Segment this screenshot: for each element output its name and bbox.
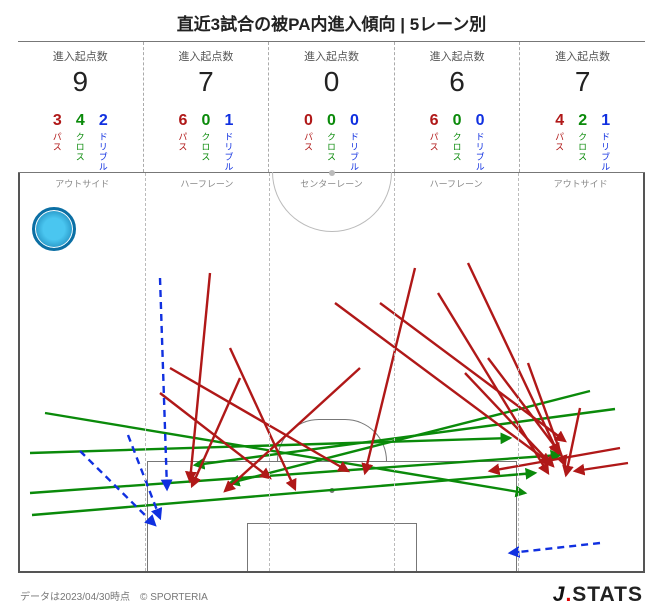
arrow-dribble bbox=[160, 278, 167, 489]
lane-breakdown: 3パス 4クロス 2ドリブル bbox=[51, 112, 110, 172]
lane-total: 0 bbox=[324, 66, 340, 98]
arrow-pass bbox=[380, 303, 565, 441]
arrow-dribble bbox=[510, 543, 600, 553]
breakdown-pass: 0パス bbox=[302, 112, 315, 172]
arrow-pass bbox=[566, 408, 580, 475]
breakdown-dribble: 1ドリブル bbox=[222, 112, 235, 172]
lane-label: アウトサイド bbox=[518, 177, 643, 190]
lane-stat: 進入起点数 9 3パス 4クロス 2ドリブル bbox=[18, 42, 144, 172]
lane-label: アウトサイド bbox=[20, 177, 145, 190]
breakdown-pass: 4パス bbox=[553, 112, 566, 172]
footer: データは2023/04/30時点 © SPORTERIA J.STATS bbox=[0, 583, 663, 607]
data-timestamp: データは2023/04/30時点 © SPORTERIA bbox=[20, 588, 208, 603]
lane-divider bbox=[518, 173, 519, 571]
arrow-pass bbox=[488, 358, 560, 453]
lane-breakdown: 6パス 0クロス 1ドリブル bbox=[176, 112, 235, 172]
arrow-pass bbox=[528, 363, 565, 465]
lane-divider bbox=[394, 173, 395, 571]
lane-total: 6 bbox=[449, 66, 465, 98]
arrow-pass bbox=[468, 263, 558, 453]
penalty-spot bbox=[329, 488, 334, 493]
center-spot bbox=[329, 170, 335, 176]
breakdown-cross: 0クロス bbox=[325, 112, 338, 172]
lane-divider bbox=[269, 173, 270, 571]
breakdown-dribble: 2ドリブル bbox=[97, 112, 110, 172]
lane-label: センターレーン bbox=[269, 177, 394, 190]
lane-metric-label: 進入起点数 bbox=[430, 48, 485, 64]
breakdown-pass: 6パス bbox=[176, 112, 189, 172]
lane-metric-label: 進入起点数 bbox=[53, 48, 108, 64]
jstats-logo: J.STATS bbox=[553, 583, 643, 607]
lane-stats-row: 進入起点数93パス4クロス2ドリブル進入起点数76パス0クロス1ドリブル進入起点… bbox=[18, 41, 645, 173]
lane-label: ハーフレーン bbox=[394, 177, 519, 190]
lane-stat: 進入起点数 0 0パス 0クロス 0ドリブル bbox=[269, 42, 395, 172]
breakdown-dribble: 0ドリブル bbox=[474, 112, 487, 172]
lane-breakdown: 4パス 2クロス 1ドリブル bbox=[553, 112, 612, 172]
lane-total: 9 bbox=[73, 66, 89, 98]
lane-metric-label: 進入起点数 bbox=[555, 48, 610, 64]
breakdown-cross: 0クロス bbox=[451, 112, 464, 172]
arrow-cross bbox=[195, 409, 615, 465]
arrow-pass bbox=[438, 293, 548, 473]
breakdown-dribble: 1ドリブル bbox=[599, 112, 612, 172]
breakdown-pass: 3パス bbox=[51, 112, 64, 172]
lane-stat: 進入起点数 7 6パス 0クロス 1ドリブル bbox=[144, 42, 270, 172]
lane-total: 7 bbox=[575, 66, 591, 98]
pitch: アウトサイドハーフレーンセンターレーンハーフレーンアウトサイド bbox=[18, 173, 645, 573]
penalty-arc bbox=[277, 419, 387, 461]
figure-root: 直近3試合の被PA内進入傾向 | 5レーン別 進入起点数 9 3パス 4クロス 2ドリブ… bbox=[0, 0, 663, 611]
breakdown-pass: 6パス bbox=[428, 112, 441, 172]
arrow-pass bbox=[190, 273, 210, 481]
breakdown-cross: 2クロス bbox=[576, 112, 589, 172]
breakdown-dribble: 0ドリブル bbox=[348, 112, 361, 172]
lane-stat: 進入起点数 7 4パス 2クロス 1ドリブル bbox=[520, 42, 645, 172]
lane-metric-label: 進入起点数 bbox=[304, 48, 359, 64]
breakdown-cross: 4クロス bbox=[74, 112, 87, 172]
lane-breakdown: 0パス 0クロス 0ドリブル bbox=[302, 112, 361, 172]
lane-label: ハーフレーン bbox=[145, 177, 270, 190]
lane-breakdown: 6パス 0クロス 0ドリブル bbox=[428, 112, 487, 172]
team-badge bbox=[32, 207, 76, 251]
lane-metric-label: 進入起点数 bbox=[178, 48, 233, 64]
lane-divider bbox=[145, 173, 146, 571]
lane-stat: 進入起点数 6 6パス 0クロス 0ドリブル bbox=[395, 42, 521, 172]
chart-title: 直近3試合の被PA内進入傾向 | 5レーン別 bbox=[18, 10, 645, 35]
arrow-pass bbox=[465, 373, 553, 466]
arrow-pass bbox=[575, 463, 628, 471]
lane-total: 7 bbox=[198, 66, 214, 98]
breakdown-cross: 0クロス bbox=[199, 112, 212, 172]
goal-box bbox=[247, 523, 417, 571]
